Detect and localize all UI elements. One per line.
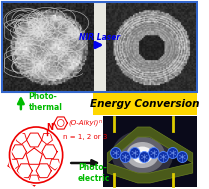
- Ellipse shape: [132, 146, 153, 163]
- Text: (O-Alkyl): (O-Alkyl): [68, 120, 99, 126]
- Circle shape: [111, 147, 121, 159]
- Circle shape: [130, 147, 140, 159]
- Circle shape: [149, 147, 159, 159]
- Text: NIR Laser: NIR Laser: [79, 33, 120, 43]
- Circle shape: [177, 152, 187, 163]
- Text: Photo-
electric: Photo- electric: [78, 163, 110, 183]
- Text: Energy Conversion: Energy Conversion: [90, 99, 199, 109]
- Bar: [2, 2, 196, 92]
- Text: Photo-
thermal: Photo- thermal: [28, 92, 62, 112]
- Polygon shape: [107, 163, 193, 183]
- Ellipse shape: [112, 130, 173, 180]
- Circle shape: [120, 152, 131, 163]
- Circle shape: [158, 152, 168, 163]
- Circle shape: [139, 152, 149, 163]
- Bar: [93, 93, 196, 115]
- Circle shape: [9, 127, 63, 183]
- Ellipse shape: [126, 142, 159, 168]
- Text: N: N: [46, 122, 53, 132]
- Text: n = 1, 2 or 3: n = 1, 2 or 3: [63, 134, 107, 140]
- Ellipse shape: [137, 150, 148, 160]
- Text: n: n: [99, 119, 102, 124]
- Bar: [103, 116, 196, 187]
- Polygon shape: [107, 127, 193, 163]
- Circle shape: [168, 147, 178, 159]
- Ellipse shape: [120, 137, 165, 173]
